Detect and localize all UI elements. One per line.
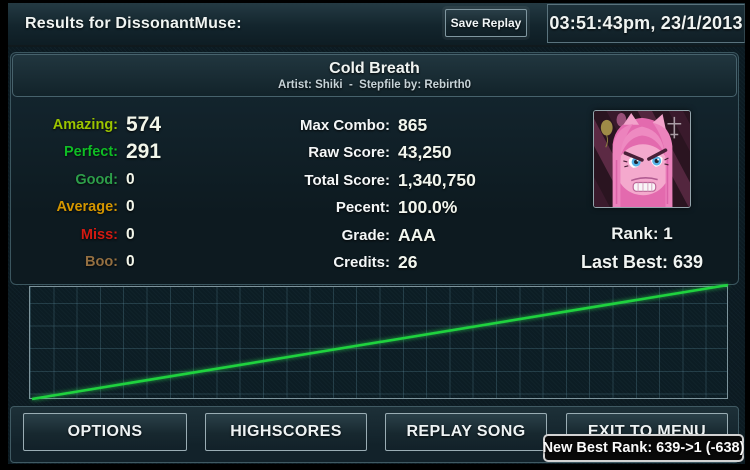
judgment-label: Boo: — [84, 254, 118, 270]
stat-value: 26 — [398, 251, 418, 272]
judgment-value: 0 — [126, 198, 135, 215]
judgment-row-perfect: Perfect: 291 — [21, 138, 161, 166]
stat-value: AAA — [398, 224, 436, 245]
stat-label: Raw Score: — [308, 143, 390, 161]
judgment-label: Perfect: — [64, 144, 118, 160]
top-bar: Results for DissonantMuse: Save Replay 0… — [8, 3, 745, 47]
combo-line-chart — [31, 283, 729, 401]
stat-value: 1,340,750 — [398, 169, 476, 190]
judgment-value: 0 — [126, 171, 135, 188]
judgment-value: 0 — [126, 253, 135, 270]
judgment-row-average: Average: 0 — [21, 193, 135, 221]
stat-label: Total Score: — [304, 171, 390, 189]
song-artist-line: Artist: Shiki - Stepfile by: Rebirth0 — [278, 78, 471, 91]
judgment-label: Good: — [75, 172, 118, 188]
save-replay-button[interactable]: Save Replay — [445, 9, 527, 37]
last-best-text: Last Best: 639 — [580, 252, 704, 272]
stat-row-percent: Pecent: 100.0% — [161, 193, 458, 221]
judgment-value: 574 — [126, 113, 162, 136]
options-button[interactable]: OPTIONS — [23, 413, 187, 451]
stat-value: 43,250 — [398, 141, 452, 162]
stat-row-raw-score: Raw Score: 43,250 — [161, 138, 452, 166]
stat-label: Pecent: — [335, 198, 390, 216]
song-title: Cold Breath — [329, 59, 420, 77]
judgment-row-good: Good: 0 — [21, 166, 135, 194]
new-best-rank-tooltip: New Best Rank: 639->1 (-638) — [543, 434, 744, 462]
stat-label: Grade: — [341, 226, 390, 244]
combo-graph — [29, 283, 729, 401]
song-stats-panel: Cold Breath Artist: Shiki - Stepfile by:… — [10, 52, 739, 285]
stat-row-grade: Grade: AAA — [161, 221, 436, 249]
stat-value: 100.0% — [398, 196, 458, 217]
timestamp: 03:51:43pm, 23/1/2013 — [547, 4, 745, 43]
judgment-label: Amazing: — [52, 117, 118, 133]
judgment-label: Average: — [56, 199, 118, 215]
judgment-row-amazing: Amazing: 574 — [21, 111, 161, 139]
pony-avatar-image — [594, 111, 690, 207]
content-area: Results for DissonantMuse: Save Replay 0… — [8, 3, 745, 464]
judgment-row-boo: Boo: 0 — [21, 248, 135, 276]
song-header: Cold Breath Artist: Shiki - Stepfile by:… — [12, 54, 737, 97]
replay-song-button[interactable]: REPLAY SONG — [385, 413, 547, 451]
stat-label: Max Combo: — [300, 116, 390, 134]
combo-line — [31, 283, 729, 401]
judgment-value: 291 — [126, 140, 162, 163]
results-title: Results for DissonantMuse: — [25, 15, 242, 32]
stat-value: 865 — [398, 114, 428, 135]
judgment-value: 0 — [126, 226, 135, 243]
stat-row-max-combo: Max Combo: 865 — [161, 111, 427, 139]
judgment-label: Miss: — [80, 227, 118, 243]
player-avatar — [593, 110, 691, 208]
stat-label: Credits: — [333, 253, 390, 271]
judgment-row-miss: Miss: 0 — [21, 221, 135, 249]
highscores-button[interactable]: HIGHSCORES — [205, 413, 367, 451]
stat-row-credits: Credits: 26 — [161, 248, 417, 276]
stat-row-total-score: Total Score: 1,340,750 — [161, 166, 476, 194]
rank-text: Rank: 1 — [611, 224, 673, 243]
